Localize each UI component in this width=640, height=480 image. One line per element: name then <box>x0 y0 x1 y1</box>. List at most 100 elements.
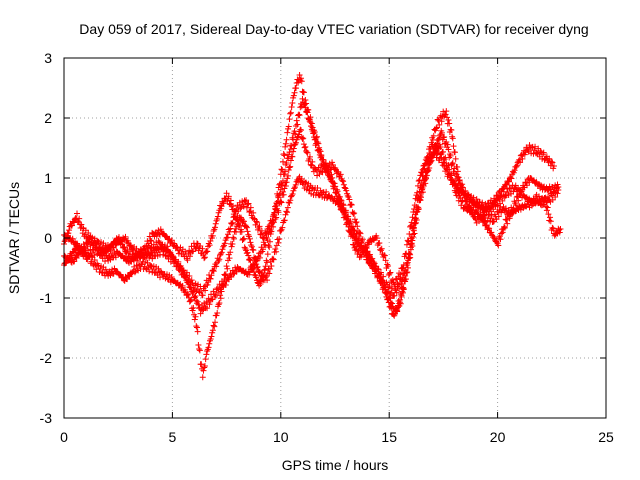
data-point-marker <box>212 319 218 325</box>
data-point-marker <box>224 234 230 240</box>
data-point-marker <box>513 164 519 170</box>
data-point-marker <box>342 184 348 190</box>
data-point-marker <box>293 85 299 91</box>
data-point-marker <box>351 210 357 216</box>
sdtvar-chart: 0 5 10 15 20 25 -3 -2 -1 0 1 2 3 Day 059 of 2017, Si… <box>0 0 640 480</box>
data-point-marker <box>292 90 298 96</box>
data-point-marker <box>286 116 292 122</box>
data-point-marker <box>281 152 287 158</box>
y-tick-label: -2 <box>40 350 53 366</box>
data-point-marker <box>224 263 230 269</box>
data-point-marker <box>206 341 212 347</box>
data-point-marker <box>407 252 413 258</box>
data-point-marker <box>229 244 235 250</box>
data-point-marker <box>278 171 284 177</box>
data-point-marker <box>294 121 300 127</box>
x-tick-label: 20 <box>490 429 506 445</box>
gridlines <box>64 58 606 418</box>
data-point-marker <box>302 144 308 150</box>
data-point-marker <box>341 182 347 188</box>
data-point-marker <box>288 110 294 116</box>
data-point-marker <box>287 111 293 117</box>
y-tick-label: -1 <box>40 290 53 306</box>
data-point-marker <box>250 247 256 253</box>
data-point-marker <box>197 347 203 353</box>
data-point-marker <box>211 323 217 329</box>
data-point-marker <box>360 236 366 242</box>
x-tick-label: 15 <box>381 429 397 445</box>
data-point-marker <box>294 118 300 124</box>
data-point-marker <box>445 117 451 123</box>
data-point-marker <box>350 209 356 215</box>
data-point-marker <box>218 295 224 301</box>
data-point-marker <box>203 351 209 357</box>
data-point-marker <box>195 342 201 348</box>
data-point-marker <box>284 130 290 136</box>
data-point-marker <box>438 131 444 137</box>
data-point-marker <box>293 123 299 129</box>
data-point-marker <box>353 220 359 226</box>
data-point-marker <box>296 111 302 117</box>
y-tick-label: 3 <box>44 50 52 66</box>
data-point-marker <box>349 202 355 208</box>
data-point-marker <box>453 156 459 162</box>
data-point-marker <box>229 241 235 247</box>
data-point-marker <box>353 219 359 225</box>
data-point-marker <box>240 236 246 242</box>
x-axis-label: GPS time / hours <box>282 457 389 473</box>
data-point-marker <box>210 267 216 273</box>
chart-title: Day 059 of 2017, Sidereal Day-to-day VTE… <box>79 21 588 37</box>
data-point-marker <box>218 251 224 257</box>
y-tick-label: -3 <box>40 410 53 426</box>
data-point-marker <box>204 248 210 254</box>
y-axis-label: SDTVAR / TECUs <box>6 182 22 294</box>
data-point-marker <box>547 214 553 220</box>
x-tick-label: 0 <box>60 429 68 445</box>
data-point-marker <box>224 266 230 272</box>
data-point-marker <box>348 201 354 207</box>
data-point-marker <box>187 298 193 304</box>
data-point-marker <box>451 143 457 149</box>
data-point-marker <box>200 374 206 380</box>
data-point-marker <box>545 211 551 217</box>
data-point-marker <box>281 151 287 157</box>
data-point-marker <box>273 249 279 255</box>
data-point-marker <box>454 164 460 170</box>
data-point-marker <box>387 271 393 277</box>
data-point-marker <box>192 316 198 322</box>
data-point-marker <box>242 244 248 250</box>
data-point-marker <box>247 239 253 245</box>
x-tick-label: 25 <box>598 429 614 445</box>
data-point-marker <box>273 200 279 206</box>
data-point-marker <box>195 329 201 335</box>
data-point-marker <box>308 123 314 129</box>
data-point-marker <box>203 356 209 362</box>
data-point-marker <box>546 218 552 224</box>
y-tick-label: 1 <box>44 170 52 186</box>
data-point-marker <box>443 108 449 114</box>
data-point-marker <box>289 193 295 199</box>
data-point-marker <box>286 200 292 206</box>
data-point-marker <box>272 246 278 252</box>
data-point-marker <box>446 121 452 127</box>
data-point-marker <box>278 228 284 234</box>
data-point-marker <box>297 112 303 118</box>
y-tick-label: 2 <box>44 110 52 126</box>
y-tick-label: 0 <box>44 230 52 246</box>
data-point-marker <box>548 218 554 224</box>
data-point-marker <box>283 208 289 214</box>
data-point-marker <box>211 324 217 330</box>
data-point-marker <box>194 324 200 330</box>
data-point-marker <box>544 207 550 213</box>
data-point-marker <box>285 205 291 211</box>
data-point-marker <box>280 159 286 165</box>
x-tick-label: 10 <box>273 429 289 445</box>
data-point-marker <box>284 137 290 143</box>
x-tick-label: 5 <box>169 429 177 445</box>
data-point-marker <box>289 104 295 110</box>
data-point-marker <box>213 221 219 227</box>
data-point-marker <box>354 223 360 229</box>
data-point-marker <box>266 243 272 249</box>
data-point-marker <box>195 299 201 305</box>
data-point-marker <box>276 236 282 242</box>
